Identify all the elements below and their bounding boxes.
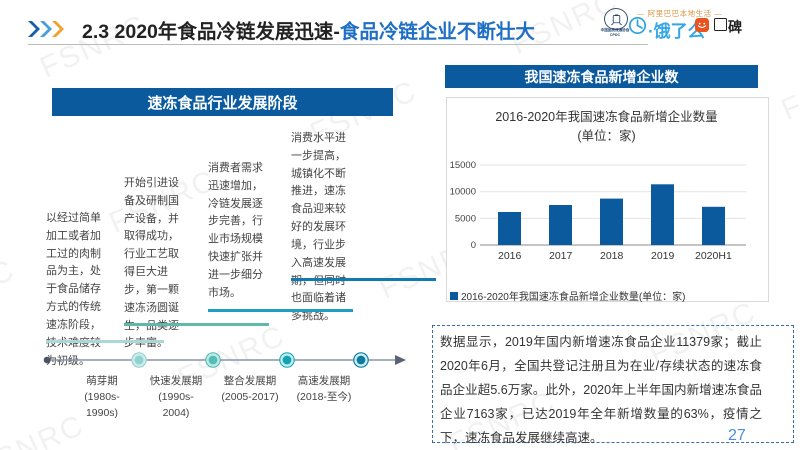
svg-text:0: 0	[471, 240, 476, 250]
svg-text:15000: 15000	[450, 160, 476, 171]
svg-text:5000: 5000	[455, 213, 476, 224]
svg-text:10000: 10000	[450, 187, 476, 198]
